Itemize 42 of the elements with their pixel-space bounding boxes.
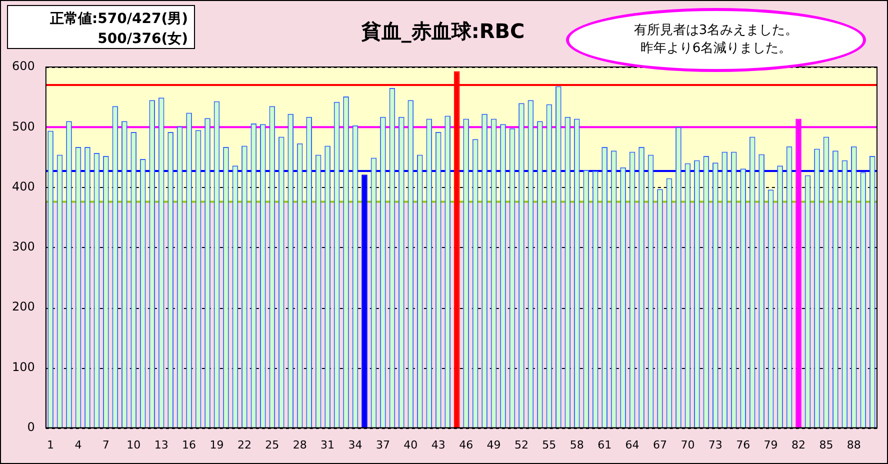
x-tick-label: 13 — [154, 438, 168, 452]
x-tick-label: 82 — [792, 438, 806, 452]
x-tick-label: 43 — [431, 438, 446, 452]
y-tick-label: 0 — [27, 420, 35, 434]
x-tick-label: 7 — [102, 438, 110, 452]
bar — [362, 174, 368, 428]
y-tick-label: 400 — [12, 179, 35, 194]
x-tick-label: 22 — [237, 438, 252, 452]
x-tick-label: 73 — [708, 438, 722, 452]
y-tick-label: 200 — [12, 300, 35, 314]
x-tick-label: 76 — [736, 438, 750, 452]
x-tick-label: 49 — [486, 438, 501, 452]
x-tick-label: 1 — [47, 438, 54, 452]
x-tick-label: 67 — [652, 438, 667, 452]
x-tick-label: 52 — [514, 438, 528, 452]
x-tick-label: 34 — [348, 438, 362, 452]
y-tick-label: 300 — [12, 240, 35, 254]
x-tick-label: 40 — [404, 438, 418, 452]
x-tick-label: 16 — [182, 438, 196, 452]
text: 正常値:570/427(男) — [49, 10, 188, 29]
x-tick-label: 37 — [376, 438, 390, 452]
x-tick-label: 28 — [292, 438, 307, 452]
callout-ellipse: 有所見者は3名みえました。 昨年より6名減りました。 — [566, 8, 866, 72]
x-tick-label: 58 — [570, 438, 584, 452]
x-tick-label: 4 — [74, 438, 82, 452]
x-tick-label: 55 — [542, 438, 556, 452]
x-tick-label: 46 — [459, 438, 474, 452]
chart-title: 貧血_赤血球:RBC — [360, 19, 525, 44]
x-tick-label: 10 — [126, 438, 141, 452]
x-tick-label: 85 — [819, 438, 834, 452]
x-tick-label: 61 — [598, 438, 612, 452]
x-tick-label: 79 — [764, 438, 778, 452]
x-tick-label: 88 — [846, 438, 861, 452]
x-tick-label: 25 — [265, 438, 280, 452]
y-tick-label: 500 — [12, 119, 35, 134]
y-tick-label: 600 — [12, 59, 35, 74]
x-tick-label: 31 — [320, 438, 335, 452]
x-tick-label: 64 — [625, 438, 640, 452]
x-tick-label: 19 — [210, 438, 224, 452]
y-tick-label: 100 — [12, 360, 35, 374]
x-tick-label: 70 — [680, 438, 695, 452]
text: 500/376(女) — [96, 30, 188, 49]
